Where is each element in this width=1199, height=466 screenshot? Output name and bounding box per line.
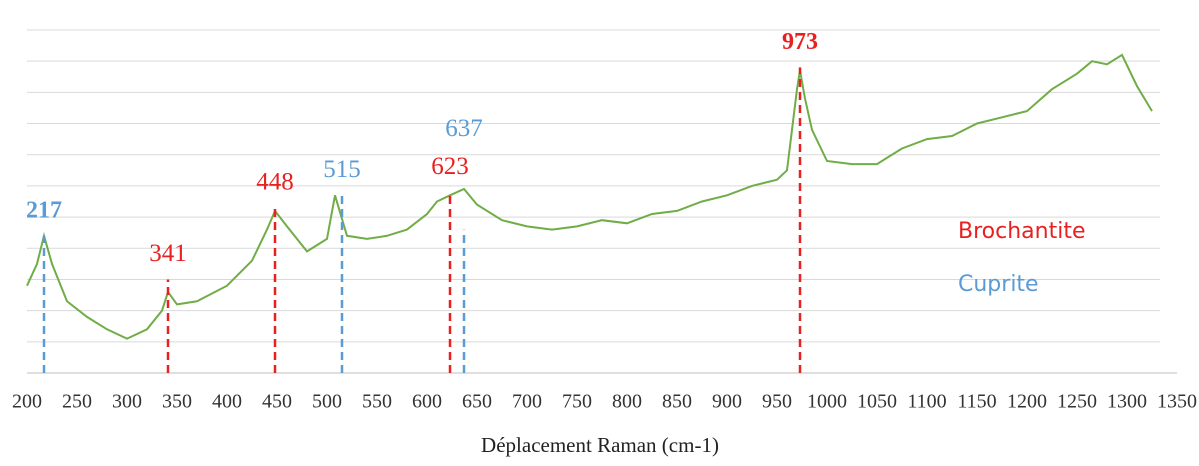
x-tick-label: 750 [562,391,592,413]
x-axis-title: Déplacement Raman (cm-1) [481,433,719,457]
x-tick-label: 1050 [857,391,897,413]
x-tick-label: 200 [12,391,42,413]
peak-label: 448 [256,168,294,195]
x-tick-label: 900 [712,391,742,413]
x-tick-label: 650 [462,391,492,413]
x-tick-label: 1300 [1107,391,1147,413]
spectrum-line [26,53,1153,340]
peak-label: 623 [431,153,469,180]
x-tick-label: 1250 [1057,391,1097,413]
x-tick-label: 1150 [957,391,996,413]
x-tick-label: 250 [62,391,92,413]
peak-label: 973 [782,29,818,55]
x-tick-label: 1200 [1007,391,1047,413]
peak-label: 637 [445,115,483,142]
legend-label: Brochantite [958,219,1085,244]
peak-label: 341 [149,240,187,267]
x-tick-label: 450 [262,391,292,413]
x-tick-label: 800 [612,391,642,413]
x-tick-label: 500 [312,391,342,413]
x-tick-label: 400 [212,391,242,413]
x-tick-label: 300 [112,391,142,413]
x-tick-label: 1100 [907,391,946,413]
legend-label: Cuprite [958,272,1039,297]
x-tick-label: 600 [412,391,442,413]
x-tick-label: 1350 [1157,391,1197,413]
x-tick-label: 550 [362,391,392,413]
x-tick-label: 1000 [807,391,847,413]
peak-label: 217 [26,197,62,223]
x-tick-label: 700 [512,391,542,413]
x-tick-label: 850 [662,391,692,413]
x-tick-label: 950 [762,391,792,413]
x-tick-label: 350 [162,391,192,413]
peak-label: 515 [323,156,361,183]
